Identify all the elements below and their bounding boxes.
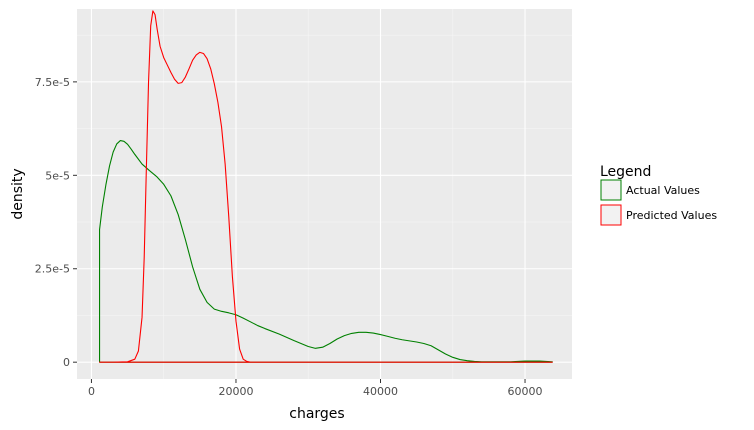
x-tick-label: 0 xyxy=(88,385,95,398)
legend: Legend Actual Values Predicted Values xyxy=(600,164,717,226)
predicted-values-density-line xyxy=(99,10,553,363)
legend-label-actual: Actual Values xyxy=(626,184,700,197)
legend-title: Legend xyxy=(600,164,651,180)
legend-key-predicted xyxy=(600,204,622,226)
y-tick-label: 5e-5 xyxy=(45,169,70,182)
y-tick-label: 7.5e-5 xyxy=(35,76,70,89)
x-axis: 0 20000 40000 60000 xyxy=(88,379,543,398)
x-tick-label: 60000 xyxy=(508,385,543,398)
y-axis: 0 2.5e-5 5e-5 7.5e-5 xyxy=(35,76,77,369)
legend-label-predicted: Predicted Values xyxy=(626,209,717,222)
x-tick-label: 20000 xyxy=(218,385,253,398)
minor-gridlines xyxy=(77,9,572,379)
x-axis-title: charges xyxy=(289,406,344,422)
y-axis-title: density xyxy=(10,168,26,219)
series-layer xyxy=(99,10,553,363)
y-tick-label: 0 xyxy=(63,356,70,369)
x-tick-label: 40000 xyxy=(363,385,398,398)
plot-panel xyxy=(77,9,572,379)
y-tick-label: 2.5e-5 xyxy=(35,263,70,276)
legend-key-actual xyxy=(600,179,622,201)
actual-values-density-line xyxy=(99,140,553,363)
